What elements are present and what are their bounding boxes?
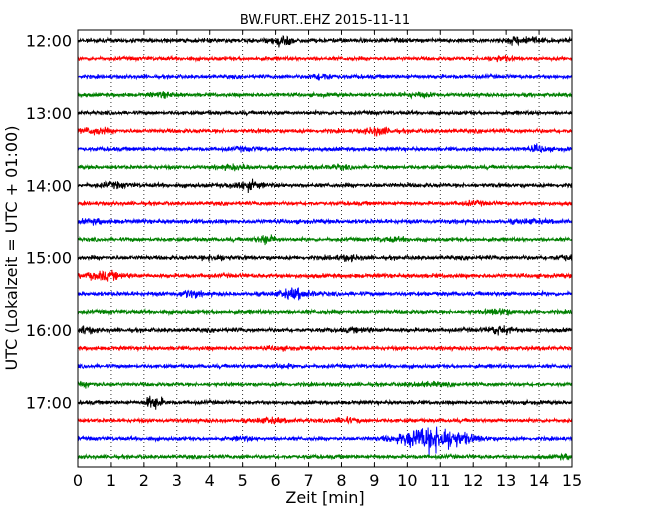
trace-1215 [78,54,572,63]
trace-1400 [78,178,572,193]
trace-1715 [78,416,572,425]
y-tick-label: 17:00 [26,394,72,413]
x-axis-label: Zeit [min] [285,488,364,507]
trace-1745 [78,452,572,461]
trace-1445 [78,234,572,246]
trace-1530 [78,287,572,301]
x-tick-label: 4 [205,471,215,490]
trace-1200 [78,34,572,48]
y-tick-label: 13:00 [26,104,72,123]
trace-1500 [78,253,572,263]
x-axis: 0 1 2 3 4 5 6 7 8 9 10 11 12 13 14 15 [73,30,582,490]
x-tick-label: 3 [172,471,182,490]
x-tick-label: 1 [106,471,116,490]
y-tick-label: 15:00 [26,249,72,268]
trace-1615 [78,344,572,353]
trace-1700 [78,395,572,410]
y-axis: 12:00 13:00 14:00 15:00 16:00 17:00 [26,32,572,413]
x-tick-label: 7 [303,471,313,490]
x-tick-label: 13 [496,471,516,490]
trace-1330 [78,143,572,154]
plot-frame [77,29,573,468]
trace-1630 [78,362,572,371]
trace-1345 [78,163,572,172]
x-tick-label: 9 [369,471,379,490]
trace-layer [78,34,572,461]
trace-1645 [78,380,572,389]
x-tick-label: 14 [529,471,549,490]
trace-1300 [78,108,572,117]
trace-1315 [78,126,572,137]
x-tick-label: 0 [73,471,83,490]
trace-1230 [78,72,572,81]
trace-1415 [78,199,572,207]
x-tick-label: 8 [336,471,346,490]
trace-1430 [78,216,572,226]
x-tick-label: 6 [271,471,281,490]
x-tick-label: 5 [238,471,248,490]
y-axis-label: UTC (Lokalzeit = UTC + 01:00) [2,126,21,371]
x-tick-label: 12 [463,471,483,490]
x-tick-label: 2 [139,471,149,490]
chart-title: BW.FURT..EHZ 2015-11-11 [240,13,410,28]
y-tick-label: 14:00 [26,176,72,195]
x-tick-label: 10 [397,471,417,490]
x-tick-label: 11 [430,471,450,490]
trace-1545 [78,307,572,317]
trace-1245 [78,90,572,100]
trace-1515 [78,269,572,282]
y-tick-label: 16:00 [26,321,72,340]
y-tick-label: 12:00 [26,32,72,51]
x-tick-label: 15 [562,471,582,490]
grid [110,30,540,467]
trace-1600 [78,325,572,336]
trace-1730 [78,426,572,456]
